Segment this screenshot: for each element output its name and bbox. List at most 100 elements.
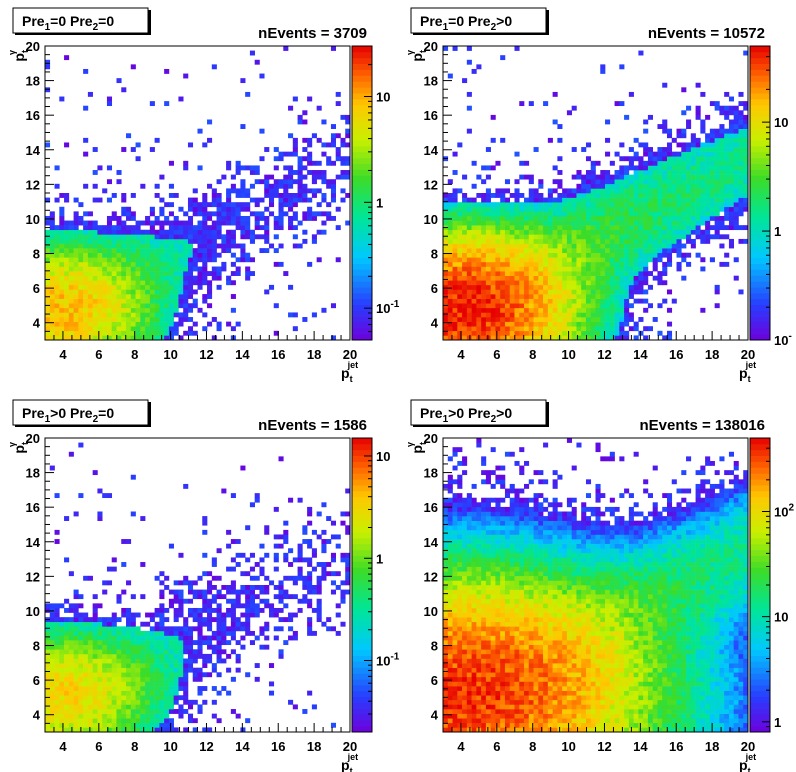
heatmap-cell <box>145 727 151 733</box>
heatmap-cell <box>452 248 458 254</box>
heatmap-cell <box>254 493 260 499</box>
heatmap-cell <box>647 206 653 212</box>
heatmap-cell <box>245 266 251 272</box>
heatmap-cell <box>221 238 227 244</box>
heatmap-cell <box>657 174 663 180</box>
heatmap-cell <box>83 335 89 341</box>
heatmap-cell <box>154 326 160 332</box>
heatmap-cell <box>302 137 308 143</box>
heatmap-cell <box>111 649 117 655</box>
heatmap-cell <box>126 653 132 659</box>
heatmap-cell <box>78 321 84 327</box>
heatmap-cell <box>135 690 141 696</box>
heatmap-cell <box>83 690 89 696</box>
heatmap-cell <box>647 156 653 162</box>
heatmap-cell <box>705 211 711 217</box>
heatmap-cell <box>581 289 587 295</box>
heatmap-cell <box>273 147 279 152</box>
heatmap-cell <box>519 160 525 166</box>
heatmap-cell <box>64 653 70 659</box>
heatmap-cell <box>68 307 74 313</box>
heatmap-cell <box>226 612 232 618</box>
heatmap-cell <box>78 626 84 632</box>
heatmap-cell <box>590 165 596 171</box>
heatmap-cell <box>202 686 208 691</box>
heatmap-cell <box>126 626 132 632</box>
color-scale-step <box>750 51 770 59</box>
heatmap-cell <box>326 202 332 208</box>
heatmap-cell <box>230 215 236 221</box>
heatmap-cell <box>245 598 251 604</box>
heatmap-cell <box>714 206 720 212</box>
heatmap-cell <box>335 147 341 152</box>
heatmap-cell <box>628 275 634 281</box>
heatmap-cell <box>514 303 520 309</box>
heatmap-cell <box>590 193 596 198</box>
heatmap-cell <box>126 672 132 678</box>
heatmap-cell <box>743 137 749 143</box>
heatmap-cell <box>638 298 644 304</box>
heatmap-cell <box>130 630 136 636</box>
heatmap-cell <box>609 312 615 318</box>
heatmap-cell <box>643 275 649 281</box>
heatmap-cell <box>121 298 127 304</box>
heatmap-cell <box>45 713 51 719</box>
panel-title: Pre1=0 Pre2>0 <box>420 13 512 33</box>
heatmap-cell <box>83 681 89 687</box>
heatmap-cell <box>178 598 184 604</box>
heatmap-cell <box>624 229 630 235</box>
heatmap-cell <box>145 317 151 322</box>
heatmap-cell <box>245 215 251 221</box>
heatmap-cell <box>628 238 634 244</box>
heatmap-cell <box>73 261 79 267</box>
heatmap-cell <box>490 193 496 198</box>
heatmap-cell <box>183 252 189 258</box>
heatmap-cell <box>211 271 217 276</box>
heatmap-cell <box>471 225 477 231</box>
heatmap-cell <box>73 321 79 327</box>
heatmap-cell <box>595 261 601 267</box>
heatmap-cell <box>609 330 615 336</box>
heatmap-cell <box>326 179 332 185</box>
heatmap-cell <box>452 206 458 212</box>
heatmap-cell <box>728 174 735 180</box>
heatmap-cell <box>111 718 117 724</box>
color-scale-step <box>750 310 770 317</box>
heatmap-cell <box>524 335 530 341</box>
heatmap-cell <box>130 722 136 728</box>
heatmap-cell <box>335 91 341 97</box>
heatmap-cell <box>514 243 520 249</box>
heatmap-cell <box>83 653 89 659</box>
heatmap-cell <box>714 289 720 295</box>
heatmap-cell <box>552 202 558 208</box>
heatmap-cell <box>292 147 298 152</box>
heatmap-cell <box>87 321 93 327</box>
heatmap-cell <box>130 280 136 286</box>
color-scale-step <box>352 328 372 335</box>
color-scale-step <box>750 93 770 100</box>
heatmap-cell <box>126 211 132 217</box>
heatmap-cell <box>207 183 213 189</box>
heatmap-cell <box>197 612 203 618</box>
heatmap-cell <box>121 321 127 327</box>
heatmap-cell <box>64 303 70 309</box>
heatmap-cell <box>619 298 625 304</box>
heatmap-cell <box>714 225 720 231</box>
heatmap-cell <box>638 220 644 226</box>
heatmap-cell <box>462 289 468 295</box>
heatmap-cell <box>571 220 577 226</box>
heatmap-cell <box>159 326 165 332</box>
heatmap-cell <box>178 96 184 102</box>
heatmap-cell <box>733 110 739 116</box>
heatmap-cell <box>462 229 468 235</box>
heatmap-cell <box>647 202 653 208</box>
heatmap-cell <box>576 234 582 240</box>
heatmap-cell <box>524 248 530 254</box>
heatmap-cell <box>609 225 615 231</box>
heatmap-cell <box>187 649 194 655</box>
heatmap-cell <box>533 330 539 336</box>
heatmap-cell <box>235 206 241 212</box>
heatmap-cell <box>240 585 246 590</box>
heatmap-cell <box>264 248 270 254</box>
heatmap-cell <box>73 234 79 240</box>
